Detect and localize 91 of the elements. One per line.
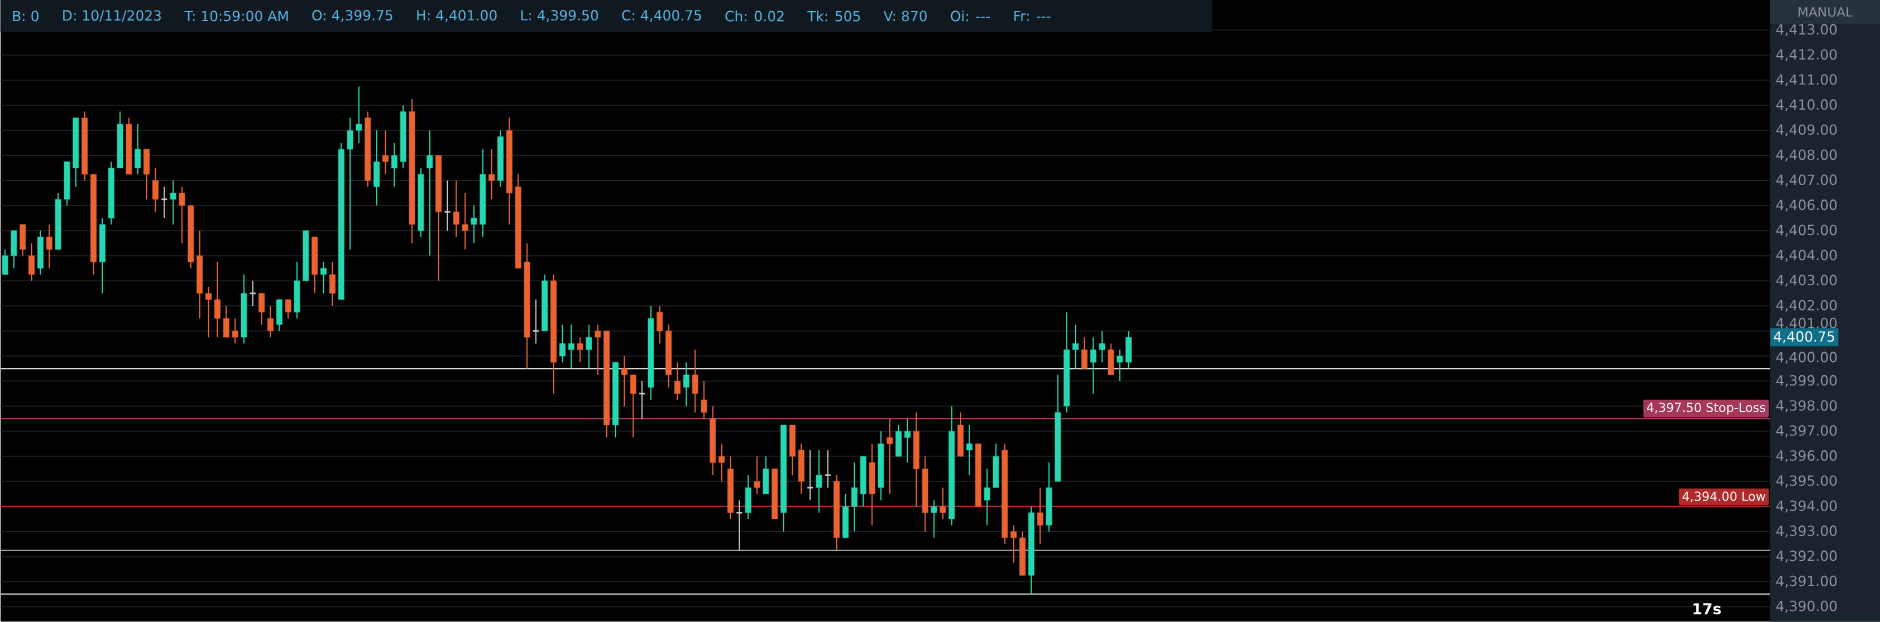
- y-tick-label: 4,390.00: [1776, 600, 1837, 613]
- annotation: Tk: 505: [807, 10, 860, 22]
- candlestick: [382, 129, 389, 175]
- y-tick-label: 4,399.00: [1776, 375, 1837, 388]
- annotation: B: 0: [13, 10, 39, 22]
- candlestick: [1072, 324, 1079, 370]
- y-tick-label: 4,397.00: [1776, 425, 1837, 438]
- candlestick: [939, 487, 946, 520]
- candlestick: [462, 192, 469, 251]
- y-tick-label: 4,400.00: [1776, 351, 1837, 364]
- candlestick: [46, 223, 53, 269]
- annotation: Fr: ---: [1014, 11, 1051, 22]
- candlestick: [753, 455, 761, 495]
- candlestick: [170, 180, 177, 226]
- text: 4,400.75: [1773, 331, 1835, 344]
- candlestick: [426, 129, 433, 257]
- candlestick: [700, 380, 708, 420]
- candlestick: [320, 261, 327, 295]
- y-tick-label: 4,392.00: [1776, 550, 1837, 563]
- candlestick: [152, 167, 159, 213]
- candlestick: [621, 355, 628, 407]
- candlestick: [1037, 487, 1044, 545]
- annotation: T: 10:59:00 AM: [184, 10, 288, 22]
- candlestick: [886, 418, 893, 495]
- y-tick-label: 4,395.00: [1776, 475, 1837, 488]
- y-tick-label: 4,408.00: [1776, 149, 1837, 162]
- candlestick: [594, 324, 601, 376]
- annotation: C: 4,400.75: [622, 10, 702, 23]
- candlestick: [559, 324, 566, 363]
- candlestick: [1090, 336, 1097, 395]
- candlestick: [683, 361, 690, 407]
- candlestick: [851, 462, 858, 533]
- candlestick: [532, 299, 540, 345]
- y-tick-label: 4,406.00: [1776, 199, 1837, 212]
- candlestick: [585, 324, 593, 370]
- candlestick: [824, 449, 832, 489]
- ref-line-label: 4,394.00 Low: [1682, 491, 1766, 503]
- annotation: O: 4,399.75: [312, 10, 393, 23]
- annotation: V: 870: [883, 10, 927, 22]
- annotation: D: 10/11/2023: [63, 10, 161, 22]
- y-tick-label: 4,412.00: [1776, 49, 1837, 62]
- candlestick: [674, 361, 681, 401]
- candlestick: [568, 324, 575, 370]
- y-tick-label: 4,410.00: [1776, 99, 1837, 112]
- y-tick-label: 4,393.00: [1776, 525, 1837, 538]
- candlestick: [329, 261, 336, 307]
- y-tick-label: 4,404.00: [1776, 249, 1837, 262]
- candlestick: [1010, 524, 1017, 564]
- ref-line-label: 4,397.50 Stop-Loss: [1646, 402, 1766, 415]
- candlestick: [815, 449, 823, 514]
- candlestick: [735, 499, 744, 552]
- candlestick: [214, 261, 221, 338]
- y-tick-label: 4,407.00: [1776, 174, 1837, 187]
- candlestick: [453, 180, 460, 238]
- candlestick: [930, 499, 938, 539]
- y-tick-label: 4,396.00: [1776, 450, 1837, 463]
- candlestick: [1099, 330, 1106, 363]
- candlestick: [966, 424, 973, 476]
- candlestick: [28, 242, 35, 282]
- candlestick: [488, 148, 495, 201]
- annotation: 17s: [1693, 603, 1721, 615]
- annotation: H: 4,401.00: [417, 10, 497, 23]
- candlestick: [258, 292, 265, 326]
- candlestick: [391, 142, 398, 188]
- candlestick: [718, 443, 725, 483]
- annotation: Ch: 0.02: [725, 10, 784, 22]
- candlestick: [1081, 336, 1088, 370]
- candlestick: [134, 123, 141, 175]
- y-tick-label: 4,398.00: [1776, 400, 1837, 413]
- candlestick: [205, 286, 212, 338]
- y-tick-label: 4,394.00: [1776, 500, 1837, 513]
- candlestick: [577, 336, 584, 363]
- text: MANUAL: [1798, 7, 1853, 17]
- annotation: Oi: ---: [950, 10, 990, 22]
- candlestick: [630, 374, 637, 439]
- candlestick: [904, 418, 911, 464]
- annotation: L: 4,399.50: [521, 10, 599, 23]
- y-tick-label: 4,413.00: [1776, 24, 1837, 37]
- y-tick-label: 4,401.00: [1776, 317, 1837, 330]
- y-tick-label: 4,403.00: [1776, 274, 1837, 287]
- y-tick-label: 4,405.00: [1776, 224, 1837, 237]
- candlestick: [692, 349, 699, 414]
- candlestick: [656, 305, 663, 345]
- candlestick: [1116, 349, 1123, 382]
- y-tick-label: 4,409.00: [1776, 124, 1837, 137]
- y-tick-label: 4,411.00: [1776, 74, 1837, 87]
- candlestick: [267, 305, 274, 338]
- y-tick-label: 4,391.00: [1776, 575, 1837, 588]
- y-tick-label: 4,402.00: [1776, 299, 1837, 312]
- candlestick: [285, 299, 292, 320]
- candlestick: [443, 180, 452, 232]
